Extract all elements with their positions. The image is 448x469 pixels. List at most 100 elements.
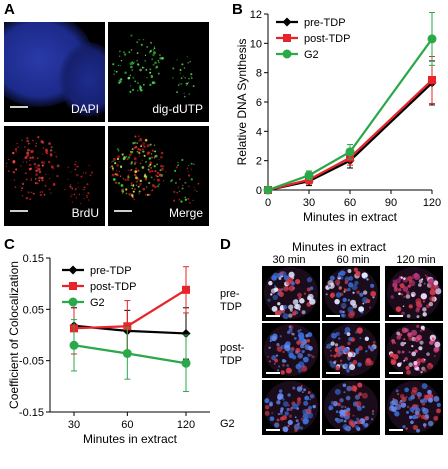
focus-dot xyxy=(128,193,132,196)
focus-dot xyxy=(138,155,141,157)
focus-dot xyxy=(35,142,38,145)
legend-marker xyxy=(283,34,291,42)
focus-dot xyxy=(347,306,354,313)
focus-dot xyxy=(282,363,285,367)
focus-dot xyxy=(433,415,439,421)
focus-dot xyxy=(280,291,283,295)
label-dapi: DAPI xyxy=(70,102,99,116)
focus-dot xyxy=(273,287,279,292)
focus-dot xyxy=(292,386,296,390)
focus-dot xyxy=(30,178,33,180)
legend-marker xyxy=(282,49,292,59)
focus-dot xyxy=(165,171,167,173)
focus-dot xyxy=(69,183,72,186)
focus-dot xyxy=(145,68,148,71)
focus-dot xyxy=(140,89,143,92)
focus-dot xyxy=(292,332,295,336)
focus-dot xyxy=(70,171,72,173)
focus-dot xyxy=(343,347,349,354)
focus-dot xyxy=(342,306,345,309)
focus-dot xyxy=(82,189,85,191)
focus-dot xyxy=(365,277,368,280)
focus-dot xyxy=(325,293,328,296)
panel-d-col-30: 30 min xyxy=(272,254,306,266)
focus-dot xyxy=(25,196,29,200)
focus-dot xyxy=(120,59,123,62)
focus-dot xyxy=(188,78,190,80)
focus-dot xyxy=(159,54,161,56)
focus-dot xyxy=(267,298,271,302)
focus-dot xyxy=(278,365,281,368)
focus-dot xyxy=(280,370,285,375)
focus-dot xyxy=(24,156,28,160)
focus-dot xyxy=(151,149,155,152)
focus-dot xyxy=(279,409,284,413)
scale-bar xyxy=(10,210,28,212)
focus-dot xyxy=(116,148,119,151)
focus-dot xyxy=(405,427,408,430)
focus-dot xyxy=(419,340,424,345)
data-point xyxy=(181,358,191,368)
data-point xyxy=(427,34,437,44)
focus-dot xyxy=(348,363,356,371)
focus-dot xyxy=(421,402,426,406)
panel-d-col-60: 60 min xyxy=(336,254,370,266)
focus-dot xyxy=(86,183,89,186)
x-tick-label: 30 xyxy=(303,197,315,209)
focus-dot xyxy=(191,77,193,79)
focus-dot xyxy=(309,398,312,401)
focus-dot xyxy=(145,194,147,196)
focus-dot xyxy=(71,195,73,197)
y-tick-label: -0.15 xyxy=(19,407,44,419)
focus-dot xyxy=(160,167,164,171)
legend-label: pre-TDP xyxy=(304,17,346,29)
focus-dot xyxy=(130,162,133,165)
focus-dot xyxy=(134,173,137,177)
focus-dot xyxy=(156,163,158,166)
focus-dot xyxy=(395,403,402,410)
focus-dot xyxy=(283,427,289,433)
focus-dot xyxy=(134,135,137,138)
focus-dot xyxy=(420,325,425,330)
focus-dot xyxy=(154,150,156,153)
data-point xyxy=(69,340,79,350)
row-label-line2: TDP xyxy=(220,301,242,313)
focus-dot xyxy=(287,393,291,397)
focus-dot xyxy=(180,200,183,203)
focus-dot xyxy=(276,418,280,422)
focus-dot xyxy=(29,198,32,201)
focus-dot xyxy=(174,181,177,185)
focus-dot xyxy=(21,139,23,142)
focus-dot xyxy=(112,168,115,171)
focus-dot xyxy=(409,406,415,413)
focus-dot xyxy=(294,416,297,419)
micrograph-dapi: DAPI xyxy=(4,22,105,122)
focus-dot xyxy=(179,83,181,85)
focus-dot xyxy=(188,93,190,95)
focus-dot xyxy=(301,391,304,394)
focus-dot xyxy=(292,299,299,306)
focus-dot xyxy=(83,186,86,189)
focus-dot xyxy=(152,49,155,51)
focus-dot xyxy=(157,60,160,62)
focus-dot xyxy=(357,382,363,388)
focus-dot xyxy=(148,170,152,173)
row-label-line1: pre- xyxy=(220,288,240,300)
focus-dot xyxy=(143,67,145,69)
focus-dot xyxy=(26,139,29,143)
focus-dot xyxy=(275,354,279,357)
focus-dot xyxy=(181,187,184,190)
focus-dot xyxy=(288,304,294,310)
focus-dot xyxy=(330,332,337,339)
focus-dot xyxy=(122,177,125,180)
focus-dot xyxy=(348,276,354,281)
focus-dot xyxy=(435,288,442,295)
focus-dot xyxy=(295,419,299,423)
focus-dot xyxy=(359,337,362,340)
focus-dot xyxy=(125,156,128,158)
focus-dot xyxy=(342,297,347,303)
focus-dot xyxy=(140,145,142,148)
focus-dot xyxy=(288,352,295,359)
focus-dot xyxy=(117,149,120,152)
focus-dot xyxy=(130,169,133,171)
